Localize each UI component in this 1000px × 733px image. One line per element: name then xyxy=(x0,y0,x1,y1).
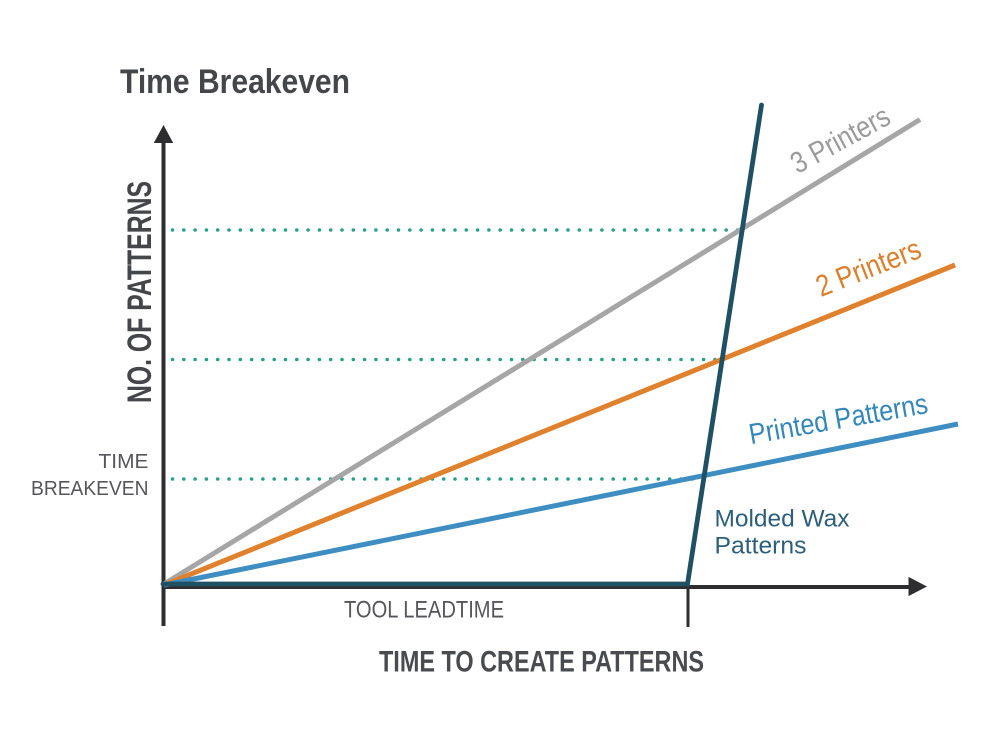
svg-text:TOOL LEADTIME: TOOL LEADTIME xyxy=(344,597,504,624)
svg-text:2 Printers: 2 Printers xyxy=(811,233,925,304)
svg-text:TIME: TIME xyxy=(99,451,149,473)
svg-text:Patterns: Patterns xyxy=(715,533,807,560)
svg-text:NO. OF PATTERNS: NO. OF PATTERNS xyxy=(121,181,159,403)
svg-text:TIME TO CREATE PATTERNS: TIME TO CREATE PATTERNS xyxy=(379,646,704,679)
svg-text:Time Breakeven: Time Breakeven xyxy=(120,63,350,101)
svg-text:Molded Wax: Molded Wax xyxy=(715,506,850,533)
svg-text:Printed Patterns: Printed Patterns xyxy=(747,388,931,451)
svg-text:BREAKEVEN: BREAKEVEN xyxy=(31,478,149,500)
